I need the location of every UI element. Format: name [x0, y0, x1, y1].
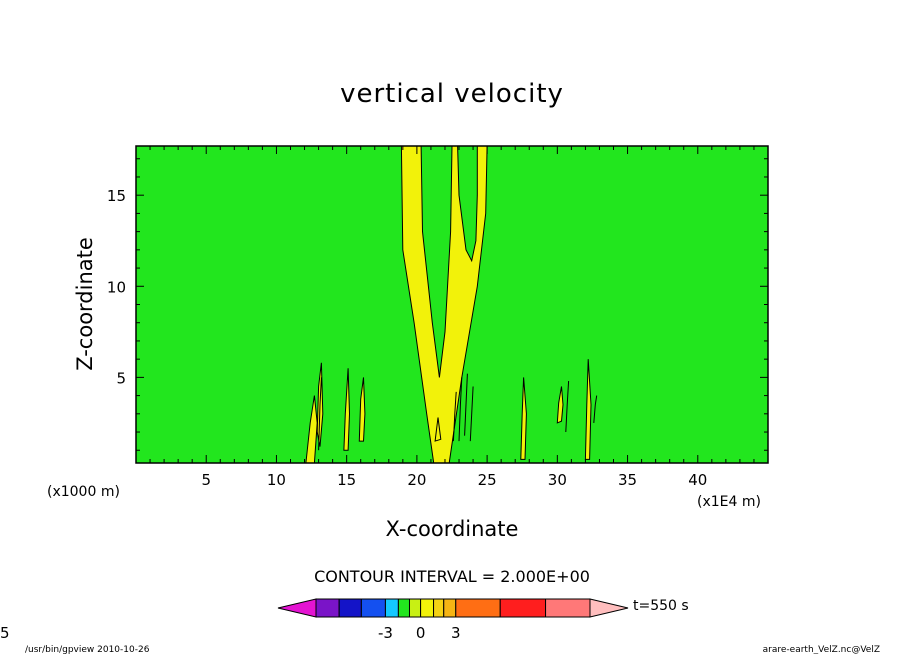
chart-title: vertical velocity — [340, 79, 564, 109]
contour-line — [458, 377, 463, 442]
x-tick-label: 20 — [407, 471, 426, 489]
x-axis-label: X-coordinate — [386, 517, 519, 541]
plume-cleft — [457, 145, 478, 263]
x-tick-label: 30 — [548, 471, 567, 489]
time-label: t=550 s — [633, 598, 689, 614]
colorbar-labels: -3 0 3 15 — [0, 624, 461, 642]
contour-line — [452, 391, 457, 442]
contour-line — [464, 373, 468, 436]
colorbar-swatch — [338, 598, 362, 618]
y-tick-label: 15 — [107, 187, 126, 205]
colorbar-swatch — [433, 598, 445, 618]
small-cell — [343, 368, 351, 451]
x-tick-label: 40 — [688, 471, 707, 489]
footer-right: arare-earth_VelZ.nc@VelZ — [763, 645, 880, 654]
small-cell — [556, 386, 564, 424]
colorbar-swatch — [384, 598, 399, 618]
contour-interval-label: CONTOUR INTERVAL = 2.000E+00 — [314, 567, 590, 586]
colorbar-swatch — [545, 598, 591, 618]
small-cell — [584, 359, 592, 460]
small-cell — [520, 377, 527, 460]
colorbar-swatch — [315, 598, 340, 618]
x-tick-label: 15 — [337, 471, 356, 489]
colorbar-swatch — [455, 598, 501, 618]
contour-line — [469, 386, 474, 442]
contour-fills — [305, 145, 598, 464]
colorbar-low-triangle — [277, 598, 317, 618]
x-tick-label: 25 — [478, 471, 497, 489]
small-cell — [434, 417, 442, 442]
colorbar-swatch — [397, 598, 410, 618]
contour-line — [593, 395, 598, 423]
plume-gap — [420, 145, 453, 378]
x-tick-label: 10 — [267, 471, 286, 489]
colorbar-swatch — [499, 598, 547, 618]
contour-line — [565, 380, 570, 433]
colorbar — [277, 598, 629, 618]
y-tick-label: 10 — [107, 278, 126, 296]
x-tick-label: 5 — [201, 471, 211, 489]
x-unit-left: (x1000 m) — [47, 484, 120, 500]
small-cell — [358, 377, 366, 442]
colorbar-swatch — [443, 598, 457, 618]
colorbar-swatch — [408, 598, 422, 618]
colorbar-high-triangle — [589, 598, 629, 618]
plot-area: 5 10 15 20 25 30 35 40 5 10 15 — [107, 145, 769, 489]
colorbar-label: 0 — [416, 624, 426, 642]
contour-line — [318, 377, 322, 451]
x-unit-right: (x1E4 m) — [697, 494, 761, 510]
colorbar-label: 3 — [451, 624, 461, 642]
y-axis-ticks: 5 10 15 — [107, 158, 768, 451]
footer-left: /usr/bin/gpview 2010-10-26 — [25, 645, 150, 654]
x-axis-ticks: 5 10 15 20 25 30 35 40 — [135, 146, 769, 489]
colorbar-swatch — [420, 598, 435, 618]
x-tick-label: 35 — [618, 471, 637, 489]
y-tick-label: 5 — [116, 369, 126, 387]
colorbar-label: -3 — [378, 624, 393, 642]
colorbar-swatch — [360, 598, 386, 618]
y-axis-label: Z-coordinate — [73, 237, 97, 371]
colorbar-label: 15 — [0, 624, 10, 642]
